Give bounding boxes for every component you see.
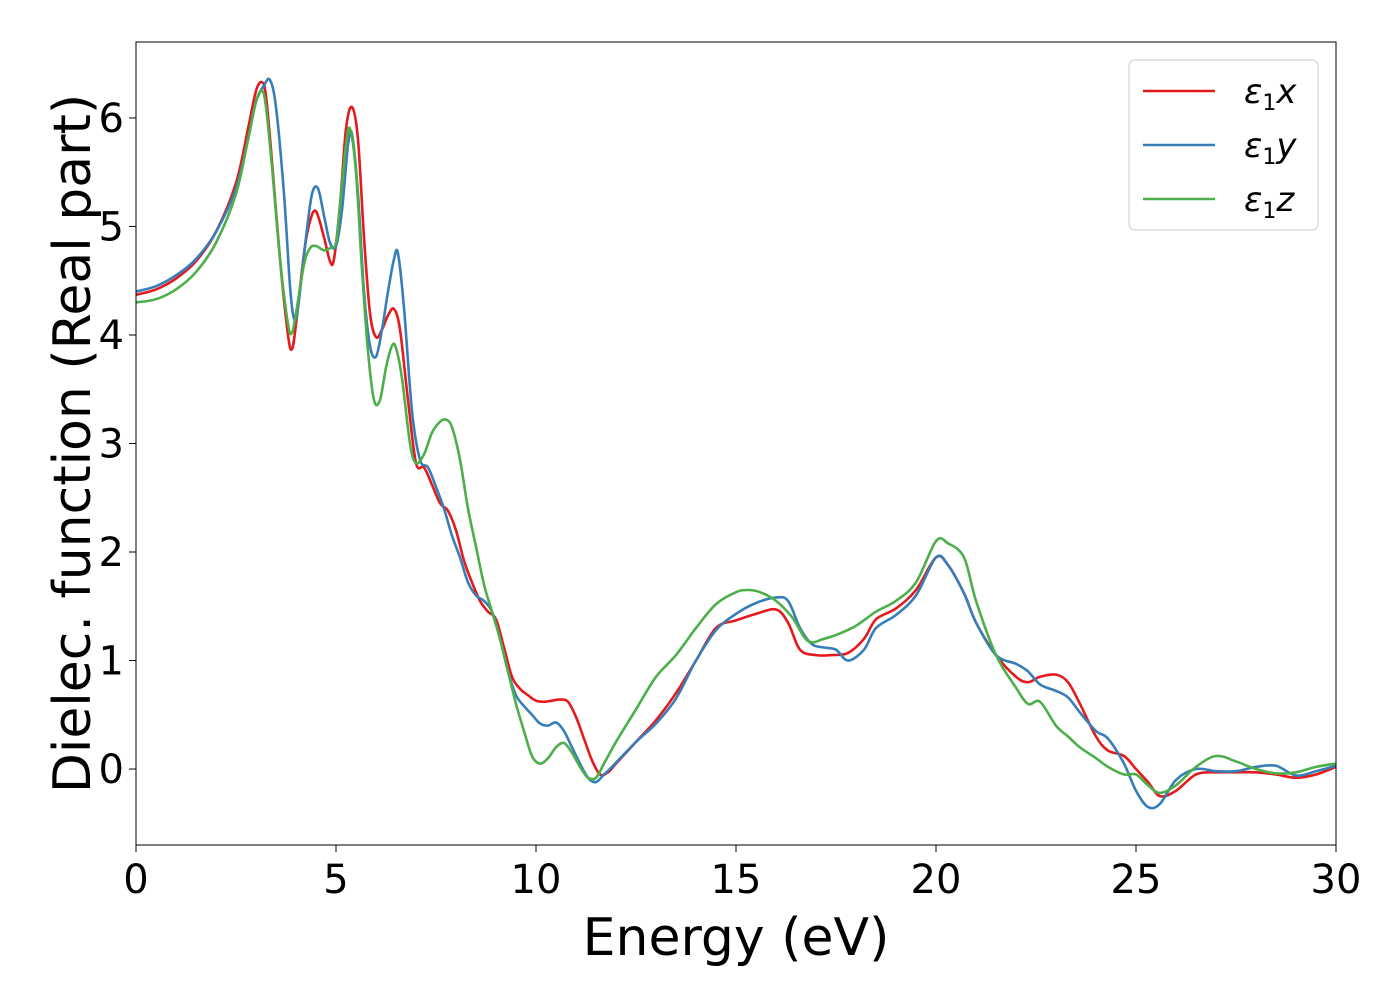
y-axis-ticks: 0 1 2 3 4 5 6 xyxy=(99,96,136,793)
legend-box xyxy=(1128,59,1319,231)
legend-label: ε1x xyxy=(1244,72,1297,116)
x-tick-label: 15 xyxy=(711,857,762,903)
y-tick-label: 6 xyxy=(99,96,124,142)
legend-label: ε1y xyxy=(1244,126,1297,170)
x-tick-label: 0 xyxy=(123,857,148,903)
series-line-z xyxy=(136,89,1336,795)
x-axis-label: Energy (eV) xyxy=(583,908,890,968)
y-tick-label: 1 xyxy=(99,639,124,685)
legend-label: ε1z xyxy=(1244,180,1295,224)
series-line-x xyxy=(136,80,1336,798)
legend: ε1x ε1y ε1z xyxy=(1128,59,1319,231)
legend-item-y: ε1y xyxy=(1143,126,1297,170)
x-tick-label: 30 xyxy=(1311,857,1362,903)
legend-item-x: ε1x xyxy=(1143,72,1297,116)
legend-item-z: ε1z xyxy=(1143,180,1295,224)
x-tick-label: 5 xyxy=(323,857,348,903)
y-axis-label: Dielec. function (Real part) xyxy=(43,94,103,793)
series-line-y xyxy=(136,77,1336,810)
x-axis-ticks: 0 5 10 15 20 25 30 xyxy=(123,845,1361,903)
y-tick-label: 4 xyxy=(99,313,124,359)
y-tick-label: 3 xyxy=(99,422,124,468)
x-tick-label: 10 xyxy=(511,857,562,903)
y-tick-label: 2 xyxy=(99,530,124,576)
x-tick-label: 20 xyxy=(911,857,962,903)
y-tick-label: 0 xyxy=(99,747,124,793)
y-tick-label: 5 xyxy=(99,204,124,250)
x-tick-label: 25 xyxy=(1111,857,1162,903)
series-layer xyxy=(136,77,1336,810)
